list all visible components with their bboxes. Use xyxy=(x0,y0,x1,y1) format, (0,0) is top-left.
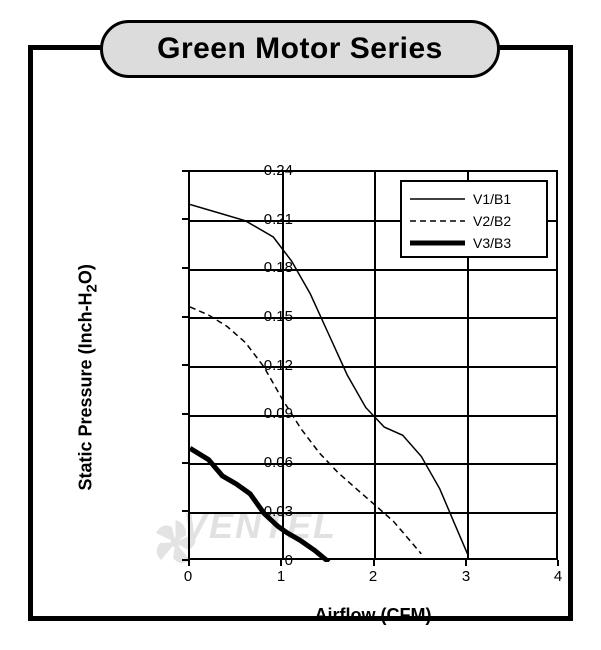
chart-svg xyxy=(190,172,560,562)
outer-frame: VENTEL Static Pressure (Inch-H2O) Airflo… xyxy=(28,45,573,621)
x-tick-label: 1 xyxy=(266,568,296,585)
series-line xyxy=(190,205,468,554)
chart-container: VENTEL Static Pressure (Inch-H2O) Airflo… xyxy=(93,160,578,650)
title-pill: Green Motor Series xyxy=(100,20,500,78)
x-tick-label: 0 xyxy=(173,568,203,585)
plot-area: V1/B1 V2/B2 V3/B3 xyxy=(188,170,558,560)
chart-title: Green Motor Series xyxy=(157,32,443,66)
x-tick-label: 4 xyxy=(543,568,573,585)
x-tick-label: 2 xyxy=(358,568,388,585)
x-tick-label: 3 xyxy=(451,568,481,585)
x-axis-title: Airflow (CFM) xyxy=(93,605,558,626)
series-line xyxy=(190,448,329,562)
series-line xyxy=(190,307,421,554)
